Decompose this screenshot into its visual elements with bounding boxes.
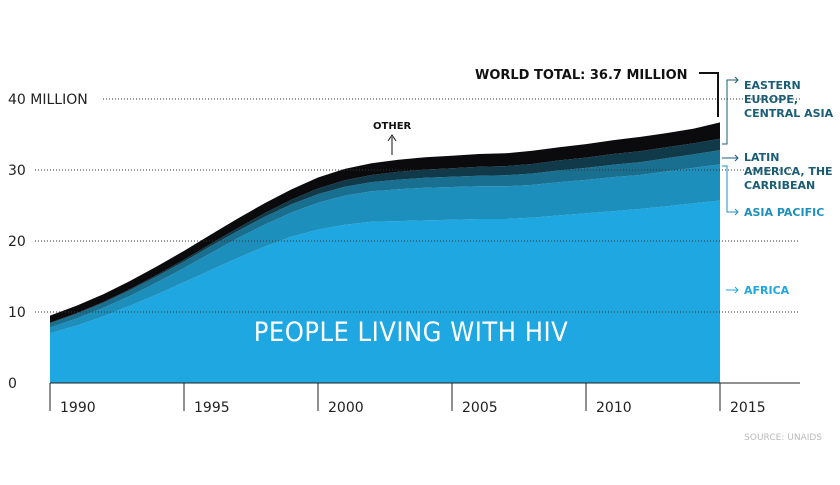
world-total-label: WORLD TOTAL: 36.7 MILLION	[475, 68, 688, 83]
africa-arrow-icon	[726, 286, 739, 294]
x-tick-label-2000: 2000	[328, 400, 364, 416]
x-tick-label-2015: 2015	[730, 400, 766, 416]
x-tick-label-2005: 2005	[462, 400, 498, 416]
eastern-europe-bracket	[722, 79, 731, 145]
area-series-africa	[50, 200, 720, 383]
region-labels: EASTERN EUROPE, CENTRAL ASIA LATIN AMERI…	[722, 76, 836, 297]
eastern-europe-arrow-icon	[731, 76, 739, 84]
area-series-other	[50, 122, 720, 323]
area-series-latin-america-the-carribean	[50, 150, 720, 328]
area-series-asia-pacific	[50, 164, 720, 334]
x-tick-label-1995: 1995	[194, 400, 230, 416]
chart-title: PEOPLE LIVING WITH HIV	[254, 317, 569, 348]
other-arrow-icon	[387, 134, 397, 142]
africa-label: AFRICA	[744, 284, 790, 297]
other-label: OTHER	[373, 121, 412, 132]
y-tick-label-40: 40 MILLION	[8, 92, 88, 108]
y-tick-label-30: 30	[8, 163, 26, 179]
y-axis-ticks: 0 10 20 30 40 MILLION	[8, 92, 88, 392]
x-tick-label-2010: 2010	[596, 400, 632, 416]
x-tick-label-1990: 1990	[60, 400, 96, 416]
gridlines	[35, 98, 800, 384]
y-tick-label-0: 0	[8, 376, 17, 392]
area-series-eastern-europe-central-asia	[50, 138, 720, 324]
x-axis: 1990 1995 2000 2005 2010 2015	[49, 383, 766, 416]
latin-america-arrow-icon	[722, 154, 739, 162]
asia-pacific-label: ASIA PACIFIC	[744, 206, 824, 219]
area-layers	[50, 122, 720, 383]
y-tick-label-10: 10	[8, 305, 26, 321]
eastern-europe-label: EASTERN EUROPE, CENTRAL ASIA	[744, 79, 834, 120]
source-label: SOURCE: UNAIDS	[744, 433, 822, 443]
asia-pacific-arrow-icon	[722, 165, 739, 216]
y-tick-label-20: 20	[8, 234, 26, 250]
world-total-leader	[699, 72, 719, 117]
latin-america-label: LATIN AMERICA, THE CARRIBEAN	[744, 151, 836, 192]
